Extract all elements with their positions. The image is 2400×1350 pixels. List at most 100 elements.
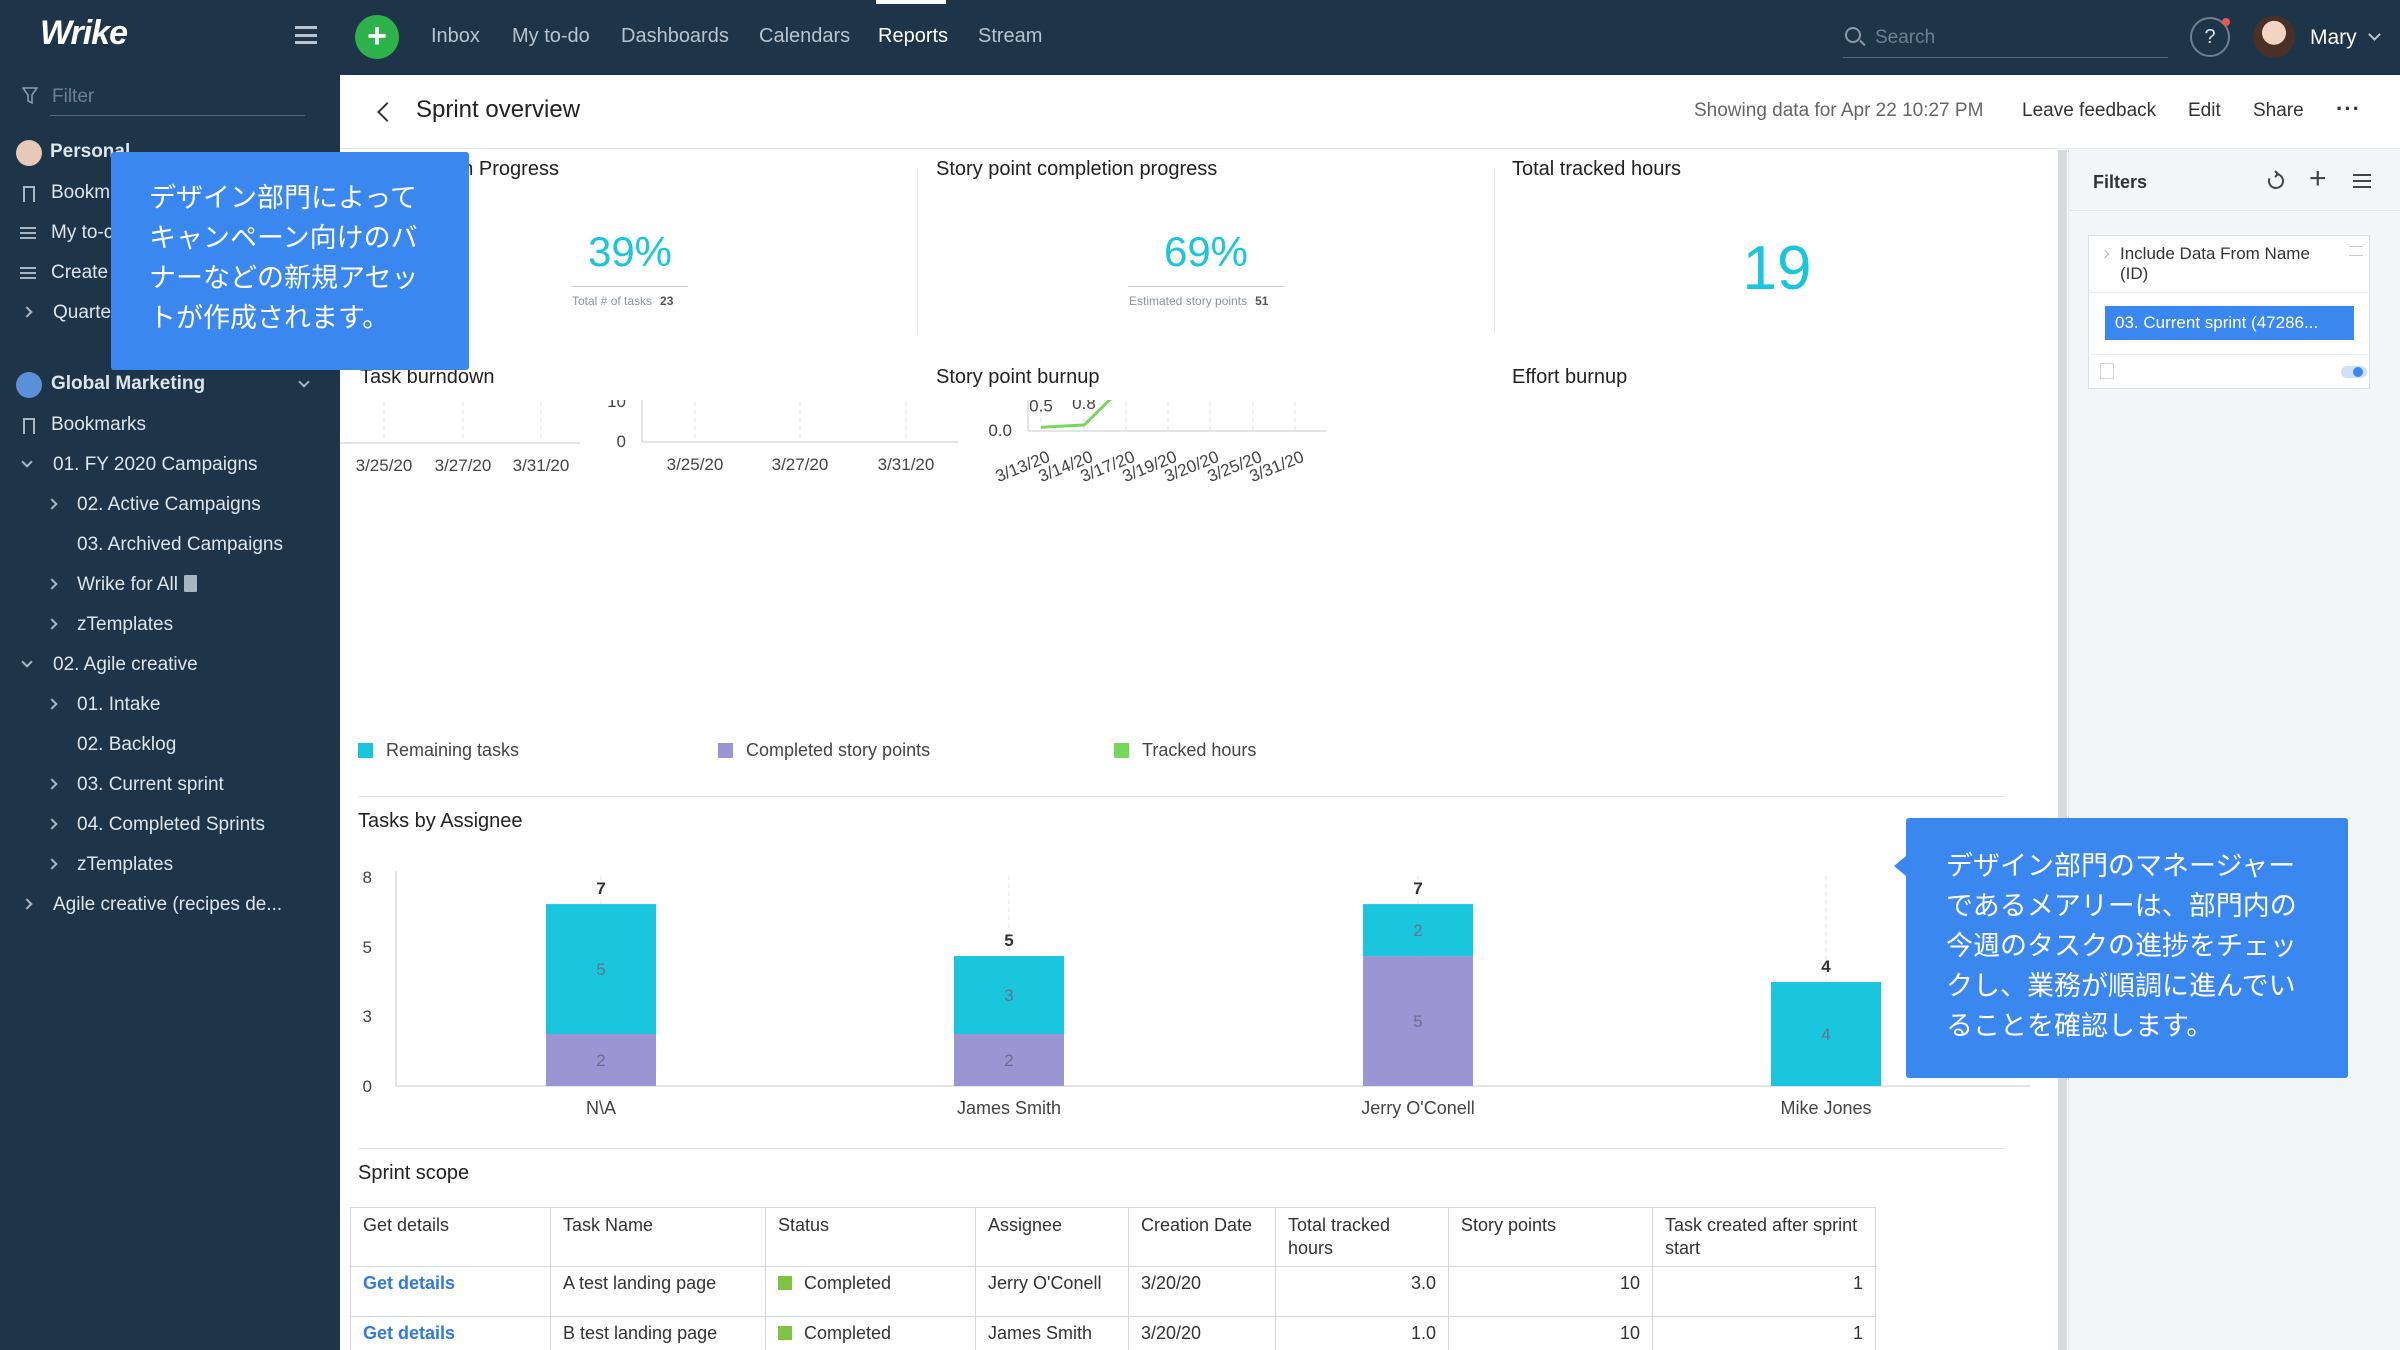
- y-tick-label: 8: [363, 868, 372, 887]
- get-details-cell: Get details: [350, 1266, 551, 1317]
- bar-value-label: 2: [1004, 1051, 1013, 1070]
- sidebar-item-wrike-for-all[interactable]: Wrike for All: [77, 574, 198, 596]
- creation-date-cell: 3/20/20: [1128, 1266, 1276, 1317]
- sidebar-item-ztemplates[interactable]: zTemplates: [77, 614, 174, 635]
- filter-card: Include Data From Name (ID) 03. Current …: [2088, 235, 2370, 389]
- sidebar-item-archived-campaigns[interactable]: 03. Archived Campaigns: [77, 534, 283, 555]
- sidebar-item-my-todo[interactable]: My to-c: [51, 222, 114, 243]
- chevron-down-icon[interactable]: [2368, 28, 2381, 41]
- nav-dashboards[interactable]: Dashboards: [621, 25, 729, 47]
- user-name[interactable]: Mary: [2310, 26, 2357, 49]
- sprint-scope-table: Get details Task Name Status Assignee Cr…: [350, 1207, 1876, 1350]
- menu-icon[interactable]: [295, 26, 317, 44]
- legend-label: Completed story points: [746, 740, 930, 760]
- sidebar-personal[interactable]: Personal: [50, 141, 131, 162]
- nav-inbox[interactable]: Inbox: [431, 25, 480, 47]
- filters-title: Filters: [2093, 172, 2148, 192]
- help-button[interactable]: ?: [2190, 17, 2230, 57]
- scrollbar[interactable]: [2058, 150, 2067, 1350]
- sidebar-item-fy2020[interactable]: 01. FY 2020 Campaigns: [53, 454, 258, 475]
- story-burnup-title: Story point burnup: [936, 366, 1100, 388]
- drag-handle-icon[interactable]: [2349, 246, 2363, 256]
- add-filter-icon[interactable]: +: [2309, 162, 2327, 195]
- total-tasks-text: Total # of tasks: [572, 294, 653, 308]
- plus-icon[interactable]: +: [355, 15, 399, 59]
- creation-date-cell: 3/20/20: [1128, 1316, 1276, 1350]
- avatar[interactable]: [2253, 16, 2295, 58]
- bar-segment: [1363, 904, 1473, 957]
- column-header[interactable]: Task created after sprint start: [1652, 1207, 1876, 1267]
- reset-icon[interactable]: [2265, 170, 2287, 192]
- sidebar-item-bookmarks[interactable]: Bookmarks: [51, 414, 147, 435]
- data-label: 0.8: [1072, 400, 1096, 413]
- x-tick-label: Mike Jones: [1780, 1098, 1871, 1118]
- nav-reports[interactable]: Reports: [878, 25, 949, 47]
- column-header[interactable]: Assignee: [975, 1207, 1129, 1267]
- search-input[interactable]: Search: [1875, 27, 1936, 48]
- estimated-points-value: 51: [1255, 294, 1269, 308]
- toggle-switch[interactable]: [2341, 366, 2367, 378]
- share-button[interactable]: Share: [2253, 100, 2304, 121]
- column-header[interactable]: Task Name: [550, 1207, 766, 1267]
- back-icon[interactable]: [377, 102, 397, 122]
- story-completion-title: Story point completion progress: [936, 158, 1218, 180]
- filter-input[interactable]: Filter: [50, 80, 305, 116]
- nav-my-todo[interactable]: My to-do: [512, 25, 590, 47]
- get-details-link[interactable]: Get details: [363, 1323, 456, 1343]
- sidebar-item-active-campaigns[interactable]: 02. Active Campaigns: [77, 494, 261, 515]
- divider: [358, 796, 2006, 797]
- chevron-right-icon[interactable]: [2100, 249, 2110, 259]
- column-header[interactable]: Status: [765, 1207, 976, 1267]
- top-bar: Wrike + Inbox My to-do Dashboards Calend…: [0, 0, 2400, 75]
- series-line: [1040, 400, 1112, 429]
- sidebar-item-agile-recipes[interactable]: Agile creative (recipes de...: [53, 894, 283, 915]
- bar-value-label: 4: [1821, 1025, 1830, 1044]
- menu-icon[interactable]: [2353, 174, 2371, 188]
- y-tick-label: 0: [363, 1077, 372, 1096]
- story-points-cell: 10: [1448, 1316, 1653, 1350]
- sidebar-item-bookmarks-personal[interactable]: Bookm: [51, 182, 111, 203]
- search-box[interactable]: Search: [1843, 21, 2168, 58]
- status-text: Completed: [804, 1323, 892, 1343]
- sidebar-item-backlog[interactable]: 02. Backlog: [77, 734, 177, 755]
- sidebar-item-quarterly[interactable]: Quarte: [53, 302, 112, 323]
- sidebar-item-current-sprint[interactable]: 03. Current sprint: [77, 774, 224, 795]
- bar-total-label: 7: [596, 879, 605, 898]
- status-square-icon: [778, 1276, 792, 1290]
- nav-stream[interactable]: Stream: [978, 25, 1043, 47]
- get-details-link[interactable]: Get details: [363, 1273, 456, 1293]
- sidebar-item-ztemplates-2[interactable]: zTemplates: [77, 854, 174, 875]
- nav-calendars[interactable]: Calendars: [759, 25, 851, 47]
- edit-button[interactable]: Edit: [2188, 100, 2221, 121]
- legend-label: Tracked hours: [1142, 740, 1256, 760]
- sidebar-item-completed-sprints[interactable]: 04. Completed Sprints: [77, 814, 265, 835]
- bar-segment: [954, 956, 1064, 1035]
- y-tick-label: 10: [607, 400, 626, 411]
- sidebar-global-marketing[interactable]: Global Marketing: [51, 373, 206, 394]
- x-tick-label: 3/25/20: [667, 455, 724, 474]
- y-tick-label: 3: [363, 1007, 372, 1026]
- sidebar-item-agile-creative[interactable]: 02. Agile creative: [53, 654, 198, 675]
- bar-segment: [1363, 956, 1473, 1086]
- column-header[interactable]: Total tracked hours: [1275, 1207, 1449, 1267]
- bar-total-label: 5: [1004, 931, 1013, 950]
- x-tick-label: James Smith: [957, 1098, 1061, 1118]
- column-header[interactable]: Story points: [1448, 1207, 1653, 1267]
- more-icon[interactable]: ···: [2336, 96, 2361, 121]
- leave-feedback-button[interactable]: Leave feedback: [2022, 100, 2157, 121]
- y-tick-label: 5: [363, 938, 372, 957]
- line-charts: 01020303/20/203/25/203/27/203/31/2021171…: [340, 400, 1326, 760]
- header-divider: [340, 148, 2400, 149]
- sidebar-item-created[interactable]: Create: [51, 262, 109, 283]
- column-header[interactable]: Creation Date: [1128, 1207, 1276, 1267]
- column-header[interactable]: Get details: [350, 1207, 551, 1267]
- active-tab-indicator: [876, 0, 946, 4]
- trash-icon[interactable]: [2100, 363, 2114, 379]
- wrike-logo[interactable]: Wrike: [40, 14, 128, 52]
- filter-value-chip[interactable]: 03. Current sprint (47286...: [2105, 306, 2354, 340]
- sidebar-item-intake[interactable]: 01. Intake: [77, 694, 161, 715]
- legend-swatch: [718, 743, 733, 758]
- bookmark-icon: [23, 186, 35, 202]
- bar-value-label: 2: [1413, 921, 1422, 940]
- divider: [572, 286, 688, 287]
